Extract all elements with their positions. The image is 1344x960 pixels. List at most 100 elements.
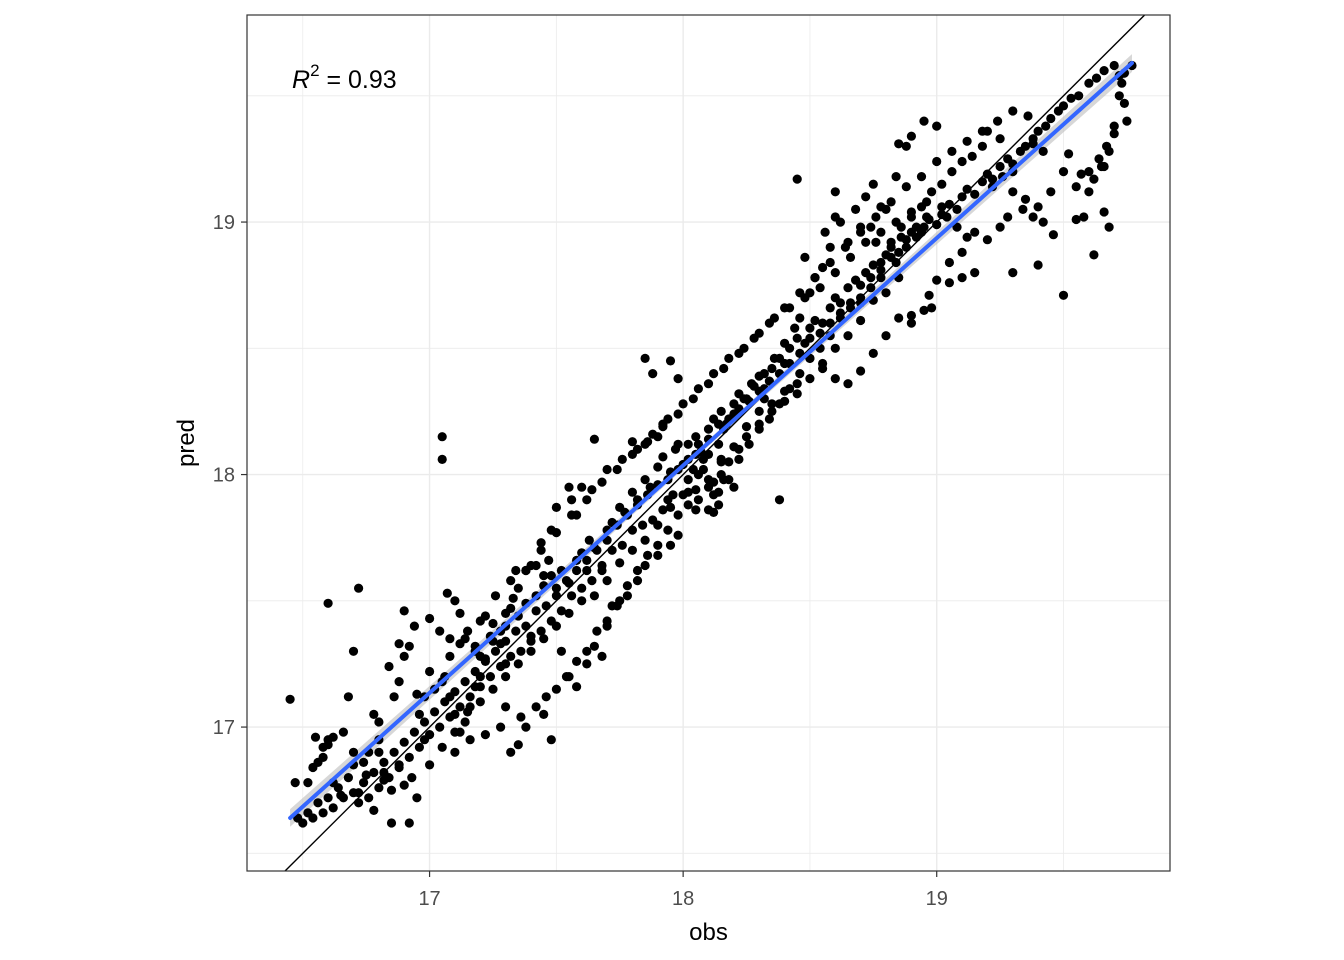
data-point	[663, 414, 673, 424]
data-point	[414, 742, 424, 752]
data-point	[825, 257, 835, 268]
data-point	[526, 636, 536, 646]
data-point	[982, 126, 993, 136]
data-point	[881, 331, 891, 341]
data-point	[582, 565, 592, 576]
x-axis-title: obs	[689, 919, 728, 946]
data-point	[891, 217, 901, 227]
data-point	[506, 576, 516, 586]
data-point	[1058, 167, 1069, 177]
r-squared-value: = 0.93	[320, 66, 397, 94]
data-point	[369, 767, 379, 778]
data-point	[582, 495, 592, 505]
data-point	[323, 598, 333, 608]
data-point	[506, 747, 516, 757]
data-point	[932, 275, 942, 285]
data-point	[658, 505, 668, 515]
data-point	[906, 318, 917, 328]
data-point	[572, 656, 582, 667]
data-point	[703, 379, 714, 389]
data-point	[536, 626, 546, 636]
data-point	[442, 588, 452, 598]
data-point	[1119, 98, 1129, 108]
data-point	[719, 475, 729, 485]
data-point	[627, 487, 638, 497]
data-point	[437, 454, 447, 464]
data-point	[485, 672, 495, 682]
data-point	[843, 331, 853, 341]
data-point	[348, 646, 359, 656]
data-point	[386, 818, 397, 828]
data-point	[374, 747, 384, 757]
data-point	[490, 646, 501, 656]
data-point	[475, 697, 485, 707]
data-point	[1099, 66, 1109, 76]
data-point	[1018, 204, 1028, 214]
data-point	[627, 437, 638, 447]
data-point	[409, 727, 419, 737]
data-point	[861, 237, 871, 247]
data-point	[891, 257, 901, 268]
data-point	[556, 646, 567, 656]
data-point	[856, 280, 866, 290]
data-point	[995, 161, 1005, 172]
data-point	[901, 242, 911, 252]
data-point	[916, 227, 927, 237]
data-point	[640, 353, 650, 363]
data-point	[691, 432, 701, 442]
data-point	[1048, 230, 1058, 240]
data-point	[589, 641, 600, 651]
data-point	[876, 227, 886, 237]
y-axis-ticks: 17 18 19	[213, 212, 247, 739]
data-point	[1028, 212, 1038, 222]
data-point	[843, 237, 853, 247]
data-point	[430, 707, 440, 717]
data-point	[419, 717, 430, 727]
data-point	[1102, 141, 1112, 151]
data-point	[490, 591, 501, 601]
panel-border	[246, 14, 1171, 872]
data-point	[640, 475, 650, 485]
data-point	[539, 634, 549, 644]
data-point	[536, 545, 546, 555]
data-point	[741, 422, 752, 432]
data-point	[475, 682, 485, 692]
data-point	[759, 369, 769, 379]
data-point	[1020, 141, 1031, 151]
data-point	[894, 139, 904, 149]
x-tick-label: 18	[672, 888, 694, 910]
data-point	[627, 545, 638, 555]
data-point	[645, 482, 655, 492]
data-point	[739, 343, 749, 353]
data-point	[962, 232, 972, 242]
data-point	[970, 268, 980, 278]
data-point	[589, 434, 600, 444]
data-point	[1109, 121, 1119, 131]
data-point	[663, 525, 673, 535]
data-point	[944, 199, 955, 209]
data-point	[932, 220, 942, 230]
data-point	[1033, 260, 1043, 270]
regression-line	[288, 60, 1134, 820]
data-point	[937, 179, 947, 189]
data-point	[792, 333, 802, 343]
data-point	[455, 727, 465, 737]
data-point	[379, 757, 389, 768]
data-point	[582, 659, 592, 669]
data-point	[709, 490, 719, 500]
data-point	[871, 237, 881, 247]
data-point	[825, 318, 835, 328]
data-point	[1117, 78, 1127, 88]
data-point	[767, 399, 777, 409]
data-point	[354, 583, 364, 593]
data-point	[1046, 113, 1056, 124]
data-point	[678, 399, 688, 409]
data-point	[810, 273, 820, 283]
data-point	[1008, 187, 1018, 197]
data-point	[589, 591, 600, 601]
data-point	[531, 606, 541, 616]
data-point	[952, 222, 962, 232]
data-point	[1038, 146, 1048, 156]
data-point	[384, 773, 394, 783]
data-point	[455, 702, 465, 712]
